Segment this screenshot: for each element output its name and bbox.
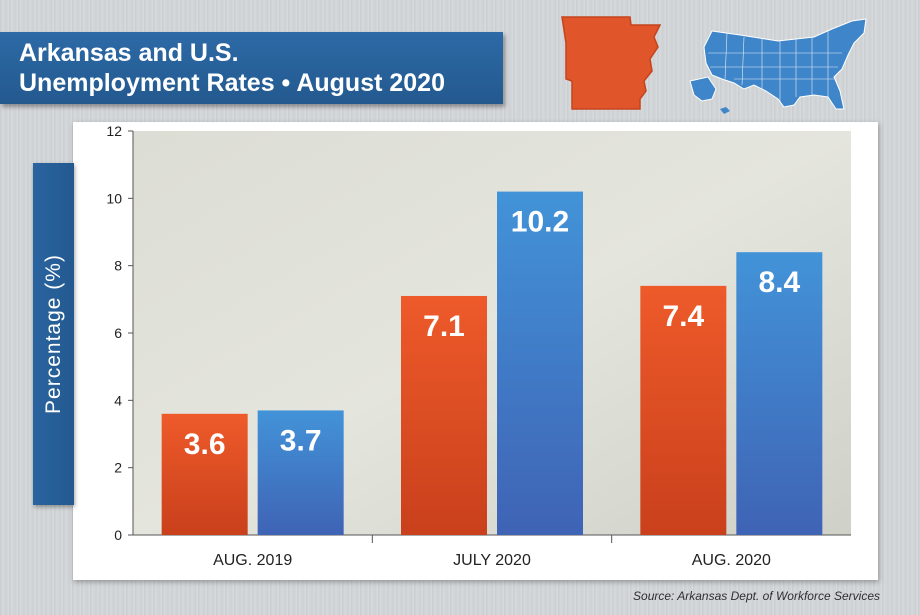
data-label: 8.4 bbox=[758, 266, 800, 299]
y-axis-label-banner: Percentage (%) bbox=[33, 163, 74, 505]
data-label: 7.4 bbox=[662, 300, 704, 333]
title-line-2: Unemployment Rates • August 2020 bbox=[19, 69, 445, 97]
arkansas-map-icon bbox=[561, 16, 662, 110]
bar-arkansas-3 bbox=[640, 285, 727, 535]
bar-arkansas-2 bbox=[401, 295, 487, 535]
title-line-1: Arkansas and U.S. bbox=[19, 39, 239, 67]
y-axis-label: Percentage (%) bbox=[42, 254, 65, 414]
y-tick-label: 12 bbox=[106, 123, 122, 139]
y-tick-label: 6 bbox=[114, 325, 122, 341]
x-tick-label: AUG. 2019 bbox=[213, 552, 292, 569]
x-tick-label: AUG. 2020 bbox=[692, 552, 771, 569]
y-tick-label: 4 bbox=[114, 392, 122, 408]
data-label: 10.2 bbox=[511, 206, 569, 239]
plot-area bbox=[133, 131, 851, 535]
title-banner: Arkansas and U.S. Unemployment Rates • A… bbox=[0, 32, 503, 104]
data-label: 3.7 bbox=[280, 424, 322, 457]
bar-us-1 bbox=[257, 410, 344, 535]
data-label: 3.6 bbox=[184, 428, 226, 461]
us-map-icon bbox=[689, 18, 867, 114]
bar-us-2 bbox=[497, 191, 583, 535]
y-tick-label: 10 bbox=[106, 190, 122, 206]
bar-us-3 bbox=[736, 252, 823, 535]
x-tick-label: JULY 2020 bbox=[453, 552, 531, 569]
bar-arkansas-1 bbox=[161, 413, 248, 535]
y-tick-label: 0 bbox=[114, 527, 122, 543]
y-tick-label: 8 bbox=[114, 258, 122, 274]
y-tick-label: 2 bbox=[114, 460, 122, 476]
source-note: Source: Arkansas Dept. of Workforce Serv… bbox=[633, 589, 880, 603]
data-label: 7.1 bbox=[423, 310, 465, 343]
